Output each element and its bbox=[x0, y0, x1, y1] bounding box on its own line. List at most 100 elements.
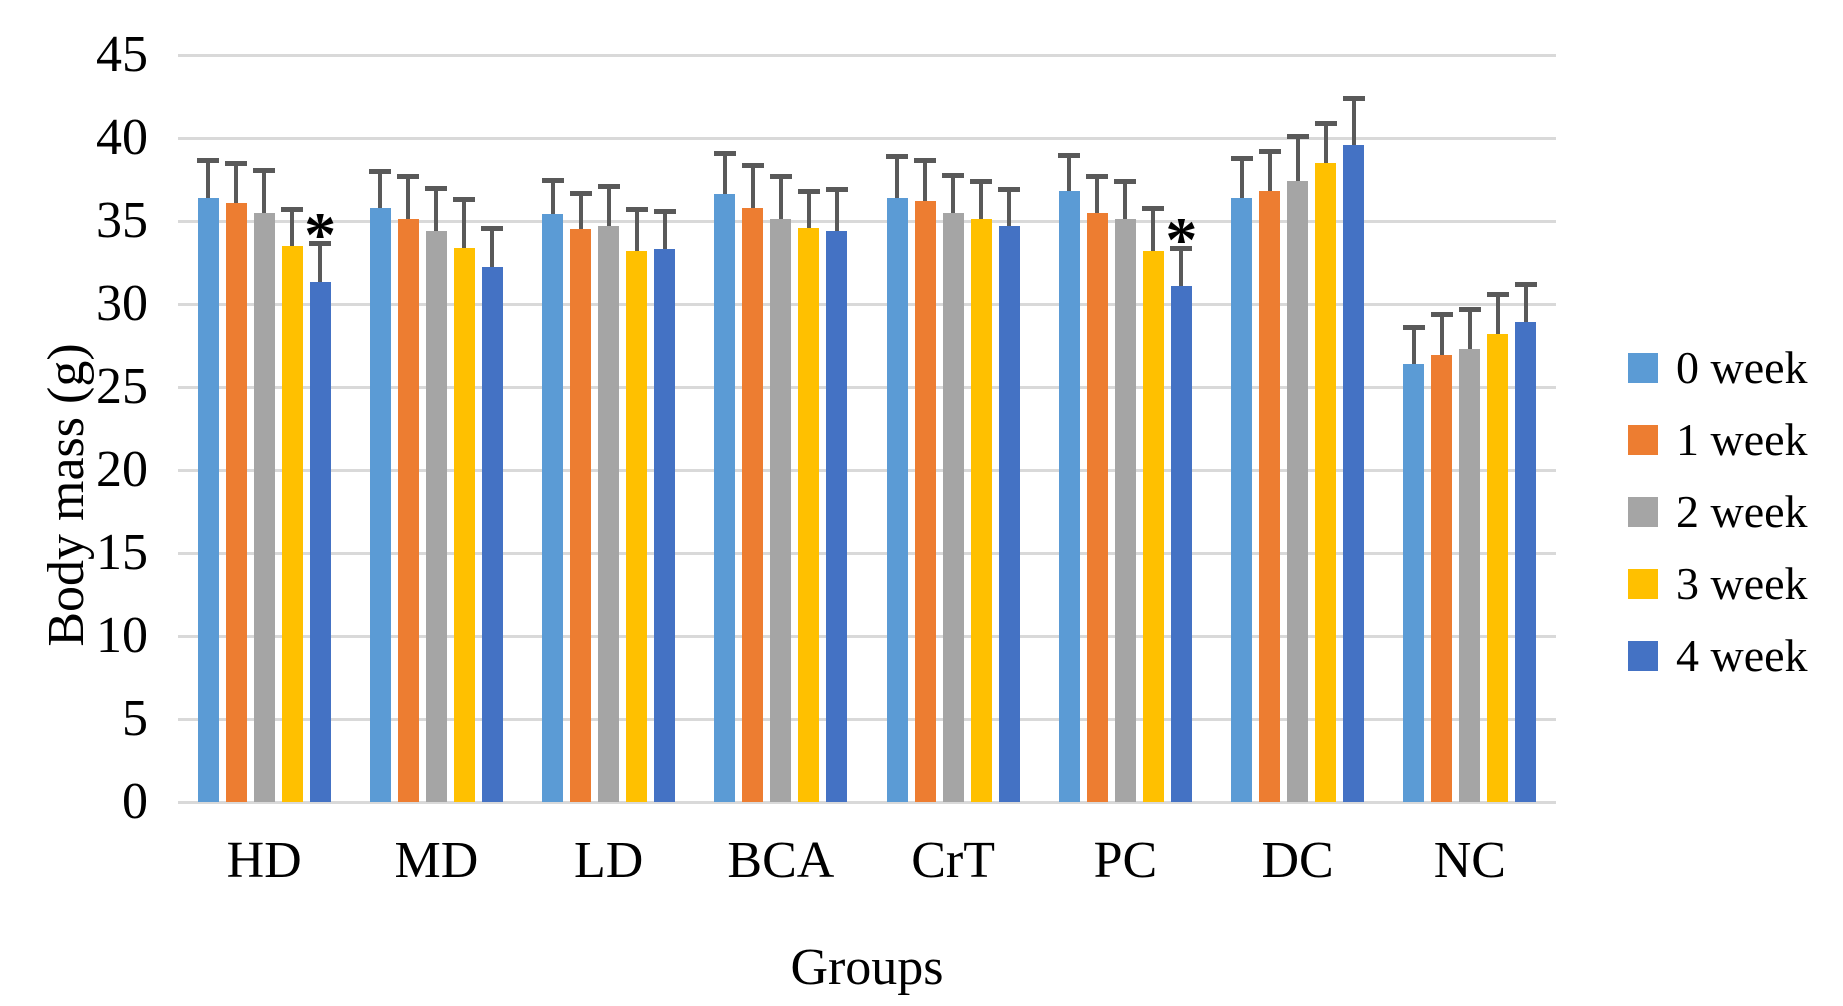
error-bar-stem bbox=[662, 211, 667, 250]
error-bar-cap bbox=[425, 185, 448, 191]
error-bar-cap bbox=[970, 179, 993, 185]
error-bar-cap bbox=[541, 177, 564, 183]
x-category-label-DC: DC bbox=[1261, 832, 1334, 889]
x-category-label-BCA: BCA bbox=[727, 832, 835, 889]
gridline-5 bbox=[178, 718, 1556, 721]
gridline-10 bbox=[178, 635, 1556, 638]
error-bar-cap bbox=[625, 207, 648, 213]
bar-CrT-2week bbox=[942, 212, 964, 802]
significance-asterisk: * bbox=[304, 198, 337, 270]
error-bar-cap bbox=[397, 174, 420, 180]
bar-PC-1week bbox=[1086, 212, 1108, 802]
y-tick-label: 0 bbox=[122, 773, 148, 830]
y-tick-label: 10 bbox=[96, 607, 148, 664]
error-bar-stem bbox=[1067, 154, 1072, 192]
error-bar-cap bbox=[653, 209, 676, 215]
error-bar-stem bbox=[206, 159, 211, 198]
error-bar-cap bbox=[1486, 292, 1509, 298]
bar-NC-4week bbox=[1515, 322, 1537, 802]
error-bar-stem bbox=[1495, 294, 1500, 334]
error-bar-stem bbox=[434, 187, 439, 231]
error-bar-cap bbox=[886, 154, 909, 160]
bar-HD-0week bbox=[197, 197, 219, 802]
error-bar-stem bbox=[1323, 123, 1328, 163]
error-bar-stem bbox=[1123, 181, 1128, 220]
y-tick-label: 30 bbox=[96, 275, 148, 332]
error-bar-stem bbox=[606, 186, 611, 226]
y-tick-label: 20 bbox=[96, 441, 148, 498]
gridline-40 bbox=[178, 137, 1556, 140]
x-axis-title: Groups bbox=[790, 939, 944, 996]
error-bar-stem bbox=[378, 171, 383, 208]
error-bar-stem bbox=[462, 199, 467, 248]
y-tick-label: 15 bbox=[96, 524, 148, 581]
bar-NC-1week bbox=[1431, 355, 1453, 802]
bar-LD-2week bbox=[598, 225, 620, 802]
legend-item-3week: 3 week bbox=[1628, 548, 1808, 620]
error-bar-stem bbox=[262, 169, 267, 213]
legend-label: 1 week bbox=[1676, 414, 1808, 465]
error-bar-cap bbox=[713, 150, 736, 156]
significance-asterisk: * bbox=[1165, 203, 1198, 275]
x-category-label-LD: LD bbox=[573, 832, 644, 889]
error-bar-cap bbox=[1286, 134, 1309, 140]
legend-swatch bbox=[1628, 569, 1658, 599]
error-bar-cap bbox=[369, 169, 392, 175]
error-bar-cap bbox=[1142, 205, 1165, 211]
error-bar-cap bbox=[453, 197, 476, 203]
legend-swatch bbox=[1628, 497, 1658, 527]
error-bar-cap bbox=[797, 189, 820, 195]
bar-PC-3week bbox=[1142, 250, 1164, 802]
error-bar-cap bbox=[914, 157, 937, 163]
bar-LD-3week bbox=[626, 250, 648, 802]
legend-item-1week: 1 week bbox=[1628, 404, 1808, 476]
legend-swatch bbox=[1628, 353, 1658, 383]
legend-label: 2 week bbox=[1676, 486, 1808, 537]
error-bar-stem bbox=[722, 152, 727, 195]
legend-item-4week: 4 week bbox=[1628, 620, 1808, 692]
bar-PC-0week bbox=[1058, 191, 1080, 802]
bar-LD-4week bbox=[654, 249, 676, 802]
bar-DC-3week bbox=[1315, 162, 1337, 802]
error-bar-stem bbox=[1411, 327, 1416, 364]
legend-swatch bbox=[1628, 425, 1658, 455]
error-bar-cap bbox=[741, 162, 764, 168]
x-category-label-MD: MD bbox=[394, 832, 479, 889]
error-bar-cap bbox=[197, 157, 220, 163]
bar-BCA-2week bbox=[770, 219, 792, 802]
error-bar-cap bbox=[1314, 121, 1337, 127]
error-bar-stem bbox=[406, 176, 411, 220]
error-bar-stem bbox=[1523, 284, 1528, 323]
error-bar-cap bbox=[825, 187, 848, 193]
error-bar-cap bbox=[1258, 149, 1281, 155]
error-bar-stem bbox=[634, 209, 639, 251]
error-bar-cap bbox=[1514, 282, 1537, 288]
gridline-0 bbox=[178, 801, 1556, 804]
bar-MD-3week bbox=[453, 247, 475, 802]
error-bar-stem bbox=[1007, 189, 1012, 226]
error-bar-stem bbox=[1439, 313, 1444, 356]
bar-LD-1week bbox=[570, 229, 592, 802]
error-bar-stem bbox=[1151, 207, 1156, 251]
error-bar-cap bbox=[1058, 152, 1081, 158]
error-bar-cap bbox=[309, 240, 332, 246]
error-bar-stem bbox=[1467, 308, 1472, 349]
gridline-30 bbox=[178, 303, 1556, 306]
bar-MD-2week bbox=[425, 230, 447, 802]
bar-NC-2week bbox=[1459, 348, 1481, 802]
gridline-15 bbox=[178, 552, 1556, 555]
error-bar-stem bbox=[979, 181, 984, 220]
legend-label: 4 week bbox=[1676, 630, 1808, 681]
bar-HD-2week bbox=[253, 212, 275, 802]
error-bar-stem bbox=[750, 164, 755, 208]
x-category-label-PC: PC bbox=[1093, 832, 1158, 889]
error-bar-cap bbox=[281, 207, 304, 213]
error-bar-cap bbox=[225, 160, 248, 166]
error-bar-stem bbox=[1179, 247, 1184, 286]
gridline-35 bbox=[178, 220, 1556, 223]
bar-HD-3week bbox=[281, 245, 303, 802]
bar-CrT-0week bbox=[886, 197, 908, 802]
bar-DC-2week bbox=[1287, 181, 1309, 802]
gridline-45 bbox=[178, 54, 1556, 57]
error-bar-cap bbox=[1430, 311, 1453, 317]
